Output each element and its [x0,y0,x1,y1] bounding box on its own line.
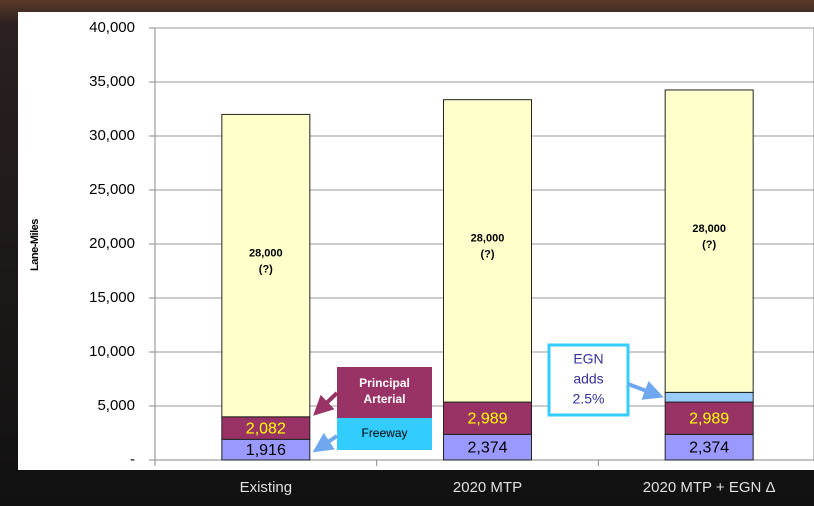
legend-label: Principal [359,376,410,390]
bar-segment [221,113,311,418]
data-label: 28,000 [692,223,726,235]
bar-segment [664,89,754,393]
bar-segment [443,401,532,435]
bar-segment [664,391,754,403]
y-tick-label: 35,000 [89,73,135,90]
y-tick-label: 5,000 [97,397,135,414]
annotation-box [547,343,630,417]
data-label: 2,989 [689,410,729,427]
annotation: EGN [573,351,603,367]
legend-swatch [337,367,432,418]
y-tick-label: 30,000 [89,127,135,144]
legend-label: Arterial [363,392,405,406]
data-label: 28,000 [249,247,283,259]
y-tick-label: 10,000 [89,343,135,360]
callout-arrow [312,432,339,453]
y-axis-label: Lane-Miles [29,219,41,271]
y-tick-label: 25,000 [89,181,135,198]
bar-segment [664,433,754,461]
data-label-note: (?) [480,249,494,261]
y-tick-label: 15,000 [89,289,135,306]
data-label: 2,374 [467,439,507,456]
data-label-note: (?) [702,239,716,251]
data-label: 2,082 [246,420,286,437]
annotation: 2.5% [573,391,605,407]
y-tick-label: 40,000 [89,19,135,36]
data-label: 2,989 [467,410,507,427]
bar-segment [443,99,532,403]
x-tick-label: Existing [240,479,293,496]
callout-arrow [627,381,664,400]
bar-segment [664,401,754,435]
y-tick-label: 20,000 [89,235,135,252]
legend-label: Freeway [361,426,407,440]
x-tick-label: 2020 MTP + EGN Δ [643,479,776,496]
data-label: 28,000 [471,233,505,245]
callout-arrow [313,391,339,416]
x-tick-label: 2020 MTP [453,479,522,496]
annotation: adds [573,371,603,387]
legend-swatch [337,418,432,450]
y-tick-label: - [130,451,135,468]
bar-segment [443,433,532,461]
data-label-note: (?) [259,263,273,275]
data-label: 2,374 [689,439,729,456]
data-label: 1,916 [246,442,286,459]
